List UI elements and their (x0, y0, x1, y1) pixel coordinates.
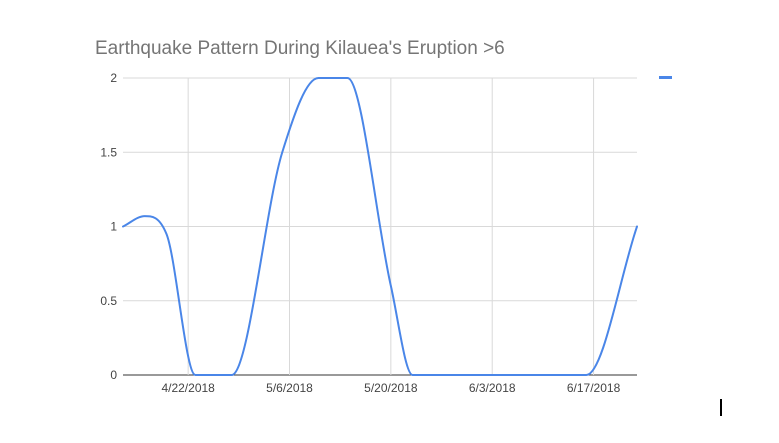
series-line-0 (122, 76, 638, 377)
y-tick-label: 1 (110, 220, 117, 234)
legend (659, 76, 672, 79)
x-tick-label: 6/17/2018 (567, 381, 621, 395)
y-tick-label: 2 (110, 71, 117, 85)
y-tick-label: 0 (110, 368, 117, 382)
x-tick-label: 4/22/2018 (161, 381, 215, 395)
x-tick-label: 5/6/2018 (266, 381, 313, 395)
y-axis-tick-labels: 0 0.5 1 1.5 2 (100, 71, 117, 382)
x-axis-tick-labels: 4/22/2018 5/6/2018 5/20/2018 6/3/2018 6/17/2… (161, 381, 620, 395)
text-cursor (720, 399, 722, 416)
series-layer (122, 76, 638, 377)
chart-title: Earthquake Pattern During Kilauea's Erup… (95, 38, 505, 59)
y-tick-label: 0.5 (100, 294, 117, 308)
legend-swatch (659, 76, 672, 79)
x-tick-label: 6/3/2018 (469, 381, 516, 395)
y-tick-label: 1.5 (100, 145, 117, 159)
x-tick-label: 5/20/2018 (364, 381, 418, 395)
